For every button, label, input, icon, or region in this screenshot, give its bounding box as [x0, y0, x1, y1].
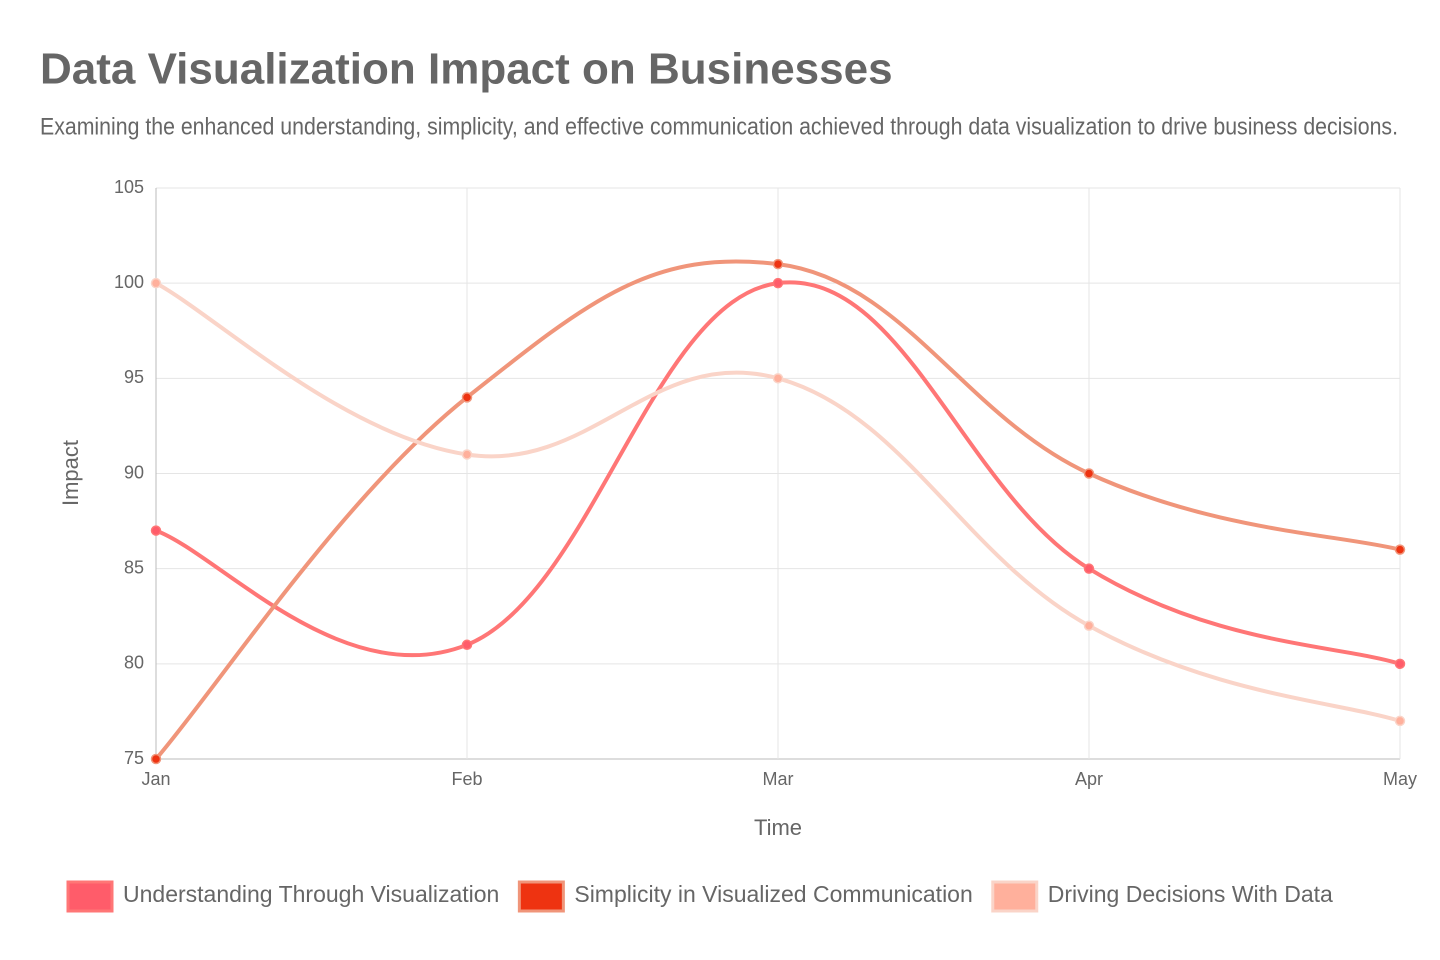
y-tick-label: 85	[124, 557, 144, 577]
x-tick-label: Apr	[1075, 769, 1103, 789]
legend-swatch	[517, 880, 565, 913]
data-point	[1083, 620, 1095, 632]
x-tick-label: Feb	[451, 769, 482, 789]
legend-swatch	[991, 880, 1039, 913]
data-point	[1394, 544, 1406, 555]
data-point	[461, 449, 473, 460]
y-tick-label: 75	[124, 748, 144, 768]
data-point	[1083, 563, 1095, 574]
legend: Understanding Through Visualization Simpl…	[66, 880, 1333, 913]
data-point	[1394, 715, 1406, 727]
data-point	[150, 753, 162, 765]
chart-title: Data Visualization Impact on Businesses	[40, 45, 893, 94]
data-point	[772, 373, 784, 384]
x-tick-label: Mar	[763, 769, 794, 789]
x-tick-label: Jan	[141, 769, 170, 789]
data-point	[150, 525, 162, 536]
legend-label: Driving Decisions With Data	[1048, 881, 1333, 907]
data-point	[461, 639, 473, 651]
x-axis-label: Time	[754, 815, 802, 840]
y-tick-label: 100	[114, 272, 144, 292]
data-point	[150, 277, 162, 289]
data-point	[461, 392, 473, 403]
data-point	[1083, 468, 1095, 479]
chart-subtitle: Examining the enhanced understanding, si…	[40, 113, 1398, 140]
x-tick-label: May	[1383, 769, 1417, 789]
y-tick-label: 95	[124, 367, 144, 387]
y-tick-label: 80	[124, 653, 144, 673]
y-tick-label: 105	[114, 177, 144, 197]
data-point	[772, 258, 784, 270]
data-point	[1394, 658, 1406, 670]
legend-label: Understanding Through Visualization	[123, 881, 499, 907]
legend-swatch	[66, 880, 114, 913]
y-tick-label: 90	[124, 462, 144, 482]
y-axis-label: Impact	[58, 440, 83, 506]
legend-label: Simplicity in Visualized Communication	[574, 881, 972, 907]
data-point	[772, 277, 784, 289]
